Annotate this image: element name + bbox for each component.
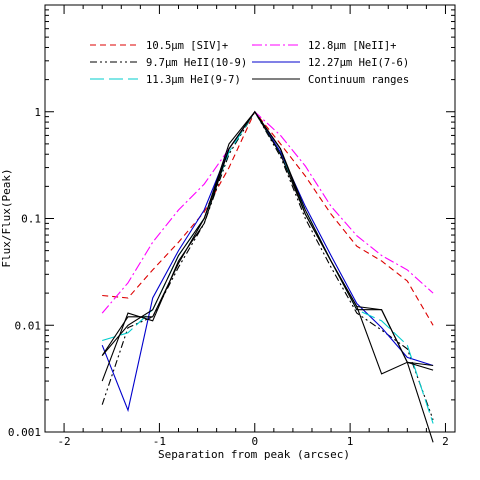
y-tick-label: 0.001 xyxy=(8,426,41,439)
series-line-continuum-3 xyxy=(101,110,434,443)
legend-label: 12.8μm [NeII]+ xyxy=(308,40,397,52)
series-lines xyxy=(101,110,434,443)
legend-label: 11.3μm HeI(9-7) xyxy=(146,74,241,86)
series-line-5 xyxy=(102,110,434,424)
series-line-continuum-1 xyxy=(101,110,434,382)
x-tick-label: 2 xyxy=(442,435,449,448)
y-tick-label: 0.1 xyxy=(21,213,41,226)
series-line-1 xyxy=(102,110,434,326)
x-tick-label: 1 xyxy=(347,435,354,448)
y-tick-label: 0.01 xyxy=(15,319,42,332)
legend-label: 12.27μm HeI(7-6) xyxy=(308,57,409,69)
x-axis-label: Separation from peak (arcsec) xyxy=(158,448,350,461)
series-line-2 xyxy=(101,110,434,314)
x-tick-label: 0 xyxy=(251,435,258,448)
series-line-3 xyxy=(101,110,434,420)
series-line-continuum-2 xyxy=(101,110,434,367)
axis-ticks: -2 -1 0 1 2 0.001 0.01 0.1 1 xyxy=(8,5,455,448)
y-axis-label: Flux/Flux(Peak) xyxy=(0,168,13,267)
x-tick-label: -1 xyxy=(153,435,166,448)
legend-label: Continuum ranges xyxy=(308,74,409,86)
y-tick-label: 1 xyxy=(34,106,41,119)
x-tick-label: -2 xyxy=(57,435,70,448)
legend-label: 9.7μm HeII(10-9) xyxy=(146,57,247,69)
series-line-4 xyxy=(101,110,434,413)
legend: 10.5μm [SIV]+ 12.8μm [NeII]+ 9.7μm HeII(10… xyxy=(90,40,409,86)
legend-label: 10.5μm [SIV]+ xyxy=(146,40,228,52)
